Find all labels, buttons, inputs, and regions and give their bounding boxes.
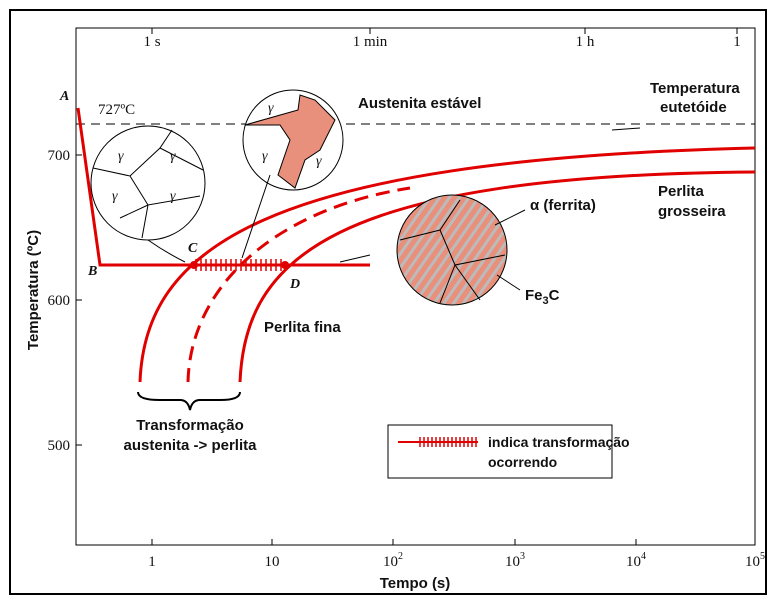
x-tick: 1 [148,554,156,570]
gamma: γ [262,149,268,164]
pearlite-circle [396,194,508,306]
austenite-grains [90,125,206,241]
tick-exp: 3 [520,551,525,562]
top-tick: 1 [733,34,741,50]
gamma: γ [170,189,176,204]
bottom-ticks: 1 10 102 103 104 105 [148,551,765,570]
point-label: D [289,277,300,292]
colony-boundaries [399,199,506,304]
x-tick: 102 [383,551,403,570]
x-tick: 105 [745,551,765,570]
tick-base: 10 [265,554,280,570]
tick-base: 1 [148,554,156,570]
plot-area [75,27,756,546]
y-tick: 600 [48,293,71,309]
middle-curve [186,186,411,383]
label: grosseira [658,203,726,220]
x-tick: 104 [626,551,646,570]
tick-exp: 4 [641,551,646,562]
point-label: B [87,264,97,279]
top-tick: 1 s [143,34,160,50]
y-tick: 500 [48,438,71,454]
grain-boundaries [92,129,204,239]
pearlite-nuclei [244,94,336,189]
x-axis-label: Tempo (s) [380,575,451,592]
hatching [195,259,282,271]
tick-exp: 5 [760,551,765,562]
point-d [281,261,289,269]
point-c [190,261,198,269]
label: Perlita fina [264,319,341,336]
gamma: γ [268,101,274,116]
tick-base: 10 [505,554,520,570]
label: Fe3C [525,287,560,307]
label: α (ferrita) [530,197,596,214]
legend-text: indica transformação [488,434,630,450]
tick-exp: 2 [398,551,403,562]
legend-text: ocorrendo [488,454,557,470]
label: eutetóide [660,99,727,116]
cooling-path [76,107,370,267]
start-curve [138,146,756,383]
arrows [147,127,641,291]
legend-hatching [419,437,477,447]
x-tick: 10 [265,554,280,570]
tick-base: 10 [745,554,760,570]
label: Transformação [136,417,244,434]
legend-box [387,424,613,479]
gamma: γ [170,149,176,164]
ticks [76,28,738,545]
y-axis-label: Temperatura (ºC) [25,230,42,350]
eutectoid-temp: 727ºC [98,102,135,118]
point-label: C [188,241,198,256]
tick-base: 10 [626,554,641,570]
top-tick: 1 h [576,34,595,50]
top-tick: 1 min [353,34,388,50]
gamma: γ [112,189,118,204]
y-tick: 700 [48,148,71,164]
finish-curve [238,170,756,383]
gamma: γ [316,154,322,169]
gamma: γ [118,149,124,164]
tick-base: 10 [383,554,398,570]
frame [9,9,767,595]
point-label: A [59,89,69,104]
x-tick: 103 [505,551,525,570]
label: Temperatura [650,80,740,97]
label: Perlita [658,183,705,200]
label: Austenita estável [358,95,481,112]
label: austenita -> perlita [124,437,258,454]
brace [137,391,241,411]
